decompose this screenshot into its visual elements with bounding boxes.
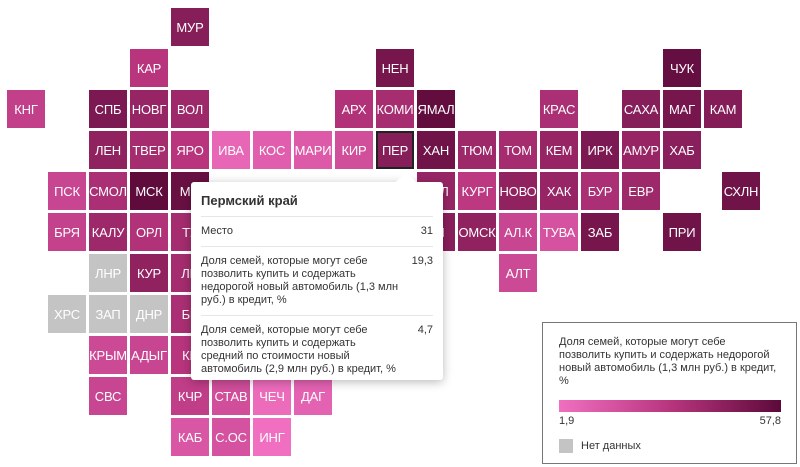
region-tile[interactable]: КЕМ	[540, 131, 578, 169]
region-tile[interactable]: ЗАП	[89, 295, 127, 333]
region-tile[interactable]: ЗАБ	[581, 213, 619, 251]
region-tile[interactable]: ЧУК	[663, 49, 701, 87]
legend-title: Доля семей, которые могут себе позволить…	[559, 336, 777, 387]
region-tile[interactable]: БРЯ	[48, 213, 86, 251]
region-tile[interactable]: ХАК	[540, 172, 578, 210]
tooltip-row-cheap-car: Доля семей, которые могут себе позволить…	[201, 247, 433, 316]
tooltip-row-label: Доля семей, которые могут себе позволить…	[201, 324, 396, 375]
region-tile[interactable]: КАР	[130, 49, 168, 87]
region-tile[interactable]: АЛТ	[499, 254, 537, 292]
region-tile[interactable]: САХА	[622, 90, 660, 128]
region-tile[interactable]: КАЛУ	[89, 213, 127, 251]
tooltip-row-value: 4,7	[417, 324, 433, 336]
region-tile[interactable]: АМУР	[622, 131, 660, 169]
region-tile[interactable]: КОМИ	[376, 90, 414, 128]
region-tile[interactable]: ПРИ	[663, 213, 701, 251]
region-tile[interactable]: ВОЛ	[171, 90, 209, 128]
region-tile[interactable]: МУР	[171, 8, 209, 46]
region-tile[interactable]: КИР	[335, 131, 373, 169]
region-tile[interactable]: ТУВА	[540, 213, 578, 251]
tooltip-row-label: Место	[201, 225, 233, 237]
region-tile[interactable]: ТВЕР	[130, 131, 168, 169]
region-tile[interactable]: КОС	[253, 131, 291, 169]
region-tooltip: Пермский край Место 31 Доля семей, котор…	[191, 172, 443, 380]
region-tile[interactable]: МСК	[130, 172, 168, 210]
tooltip-title: Пермский край	[201, 182, 433, 217]
region-tile[interactable]: КНГ	[7, 90, 45, 128]
region-tile[interactable]: ХРС	[48, 295, 86, 333]
tooltip-row-mid-car: Доля семей, которые могут себе позволить…	[201, 316, 433, 384]
region-tile[interactable]: КРЫМ	[89, 336, 127, 374]
nodata-swatch	[559, 439, 573, 453]
region-tile[interactable]: ХАБ	[663, 131, 701, 169]
region-tile[interactable]: НЕН	[376, 49, 414, 87]
region-tile[interactable]: ПЕР	[376, 131, 414, 169]
region-tile[interactable]: НОВО	[499, 172, 537, 210]
region-tile[interactable]: ТОМ	[499, 131, 537, 169]
region-tile[interactable]: АДЫГ	[130, 336, 168, 374]
legend-nodata: Нет данных	[559, 439, 780, 453]
region-tile[interactable]: КАБ	[171, 418, 209, 456]
legend-color-scale	[559, 400, 781, 412]
region-tile[interactable]: СМОЛ	[89, 172, 127, 210]
region-tile[interactable]: ЛНР	[89, 254, 127, 292]
tooltip-row-value: 31	[420, 225, 433, 237]
legend-nodata-label: Нет данных	[581, 440, 641, 452]
region-tile[interactable]: ИРК	[581, 131, 619, 169]
region-tile[interactable]: ИВА	[212, 131, 250, 169]
region-tile[interactable]: ХАН	[417, 131, 455, 169]
region-tile[interactable]: СПБ	[89, 90, 127, 128]
region-tile[interactable]: БУР	[581, 172, 619, 210]
region-tile[interactable]: ИНГ	[253, 418, 291, 456]
region-tile[interactable]: КАМ	[704, 90, 742, 128]
region-tile[interactable]: ЕВР	[622, 172, 660, 210]
region-tile[interactable]: КУР	[130, 254, 168, 292]
region-tile[interactable]: СВС	[89, 377, 127, 415]
region-tile[interactable]: ПСК	[48, 172, 86, 210]
region-tile[interactable]: ЯРО	[171, 131, 209, 169]
region-tile[interactable]: ТЮМ	[458, 131, 496, 169]
legend-min: 1,9	[559, 415, 575, 427]
region-tile[interactable]: КЧР	[171, 377, 209, 415]
region-tile[interactable]: ЯМАЛ	[417, 90, 455, 128]
region-tile[interactable]: АЛ.К	[499, 213, 537, 251]
region-tile[interactable]: МАГ	[663, 90, 701, 128]
tooltip-row-rank: Место 31	[201, 217, 433, 247]
region-tile[interactable]: КРАС	[540, 90, 578, 128]
region-tile[interactable]: АРХ	[335, 90, 373, 128]
tooltip-row-label: Доля семей, которые могут себе позволить…	[201, 255, 399, 306]
region-tile[interactable]: НОВГ	[130, 90, 168, 128]
region-tile[interactable]: СТАВ	[212, 377, 250, 415]
region-tile[interactable]: ЧЕЧ	[253, 377, 291, 415]
region-tile[interactable]: СХЛН	[722, 172, 760, 210]
region-tile[interactable]: КУРГ	[458, 172, 496, 210]
region-tile[interactable]: ЛЕН	[89, 131, 127, 169]
region-tile[interactable]: ДАГ	[294, 377, 332, 415]
region-tile[interactable]: ОМСК	[458, 213, 496, 251]
region-tile[interactable]: С.ОС	[212, 418, 250, 456]
region-tile[interactable]: МАРИ	[294, 131, 332, 169]
map-legend: Доля семей, которые могут себе позволить…	[542, 322, 797, 464]
region-tile[interactable]: ОРЛ	[130, 213, 168, 251]
legend-max: 57,8	[759, 415, 781, 427]
region-tile[interactable]: ДНР	[130, 295, 168, 333]
legend-scale-labels: 1,9 57,8	[559, 415, 781, 427]
tooltip-row-value: 19,3	[411, 255, 433, 267]
